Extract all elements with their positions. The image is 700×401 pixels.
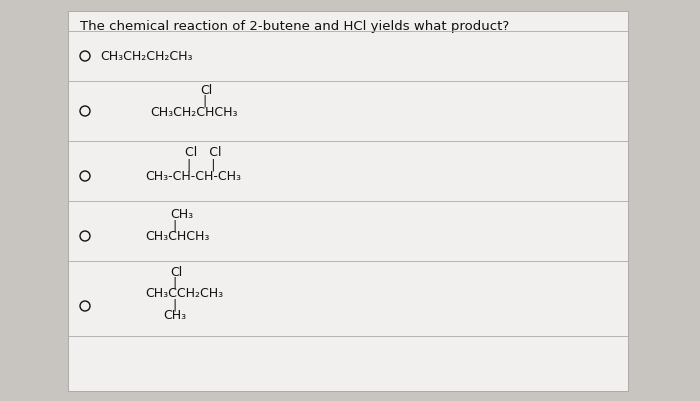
Text: The chemical reaction of 2-butene and HCl yields what product?: The chemical reaction of 2-butene and HC… <box>80 20 510 33</box>
Text: CH₃CCH₂CH₃: CH₃CCH₂CH₃ <box>145 287 223 300</box>
Text: |: | <box>202 94 206 107</box>
Text: CH₃CH₂CHCH₃: CH₃CH₂CHCH₃ <box>150 105 237 118</box>
Text: Cl: Cl <box>170 265 182 278</box>
Text: CH₃: CH₃ <box>163 309 186 322</box>
Text: CH₃-CH-CH-CH₃: CH₃-CH-CH-CH₃ <box>145 170 241 183</box>
Text: |     |: | | <box>187 158 216 171</box>
FancyBboxPatch shape <box>68 12 628 391</box>
Text: Cl: Cl <box>200 83 212 96</box>
Text: Cl   Cl: Cl Cl <box>185 146 221 159</box>
Text: CH₃CHCH₃: CH₃CHCH₃ <box>145 230 209 243</box>
Text: CH₃: CH₃ <box>170 208 193 221</box>
Text: CH₃CH₂CH₂CH₃: CH₃CH₂CH₂CH₃ <box>100 51 192 63</box>
Text: |: | <box>172 219 176 232</box>
Text: |: | <box>172 276 176 289</box>
Text: |: | <box>172 298 176 311</box>
